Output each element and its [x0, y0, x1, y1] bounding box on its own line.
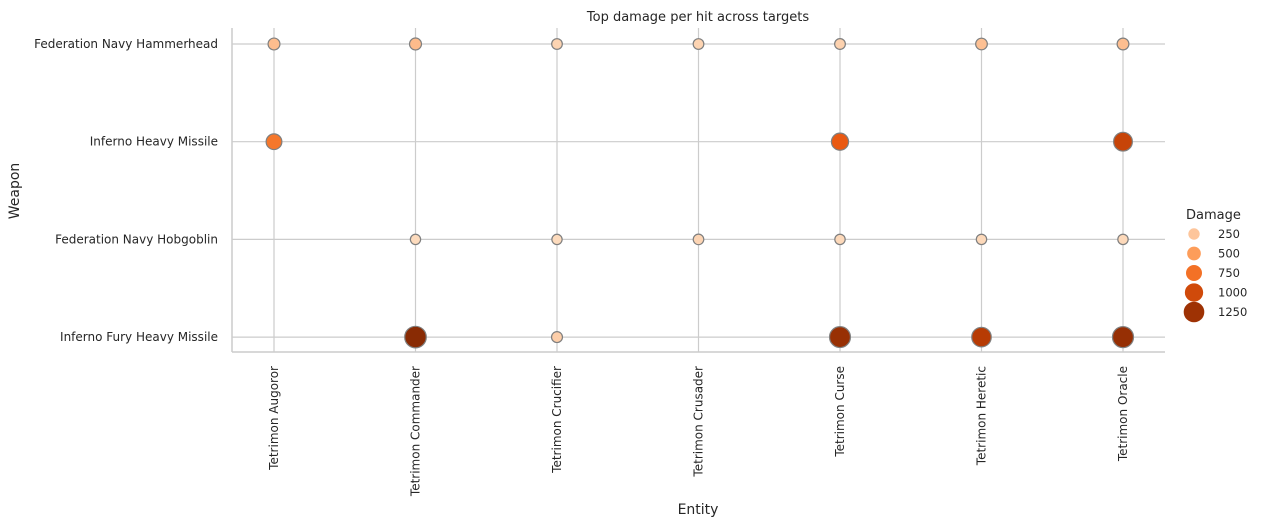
data-point: [1117, 233, 1129, 246]
data-point: [834, 38, 846, 50]
x-tick-label: Tetrimon Augoror: [267, 366, 281, 471]
data-point: [692, 38, 705, 50]
legend-label: 1000: [1218, 286, 1247, 300]
axes: [231, 28, 1165, 353]
x-axis-label: Entity: [678, 502, 719, 518]
data-point: [975, 37, 988, 51]
legend-marker: [1184, 283, 1204, 302]
data-point: [828, 326, 852, 349]
data-point: [409, 233, 422, 246]
data-point: [404, 325, 427, 349]
data-point: [1111, 326, 1135, 349]
data-point: [834, 233, 846, 246]
legend: Damage 250 500 750 1000 1250: [1183, 208, 1247, 323]
legend-label: 1250: [1218, 305, 1247, 319]
legend-marker: [1187, 246, 1201, 261]
legend-marker: [1186, 265, 1202, 281]
grid-lines: [232, 28, 1165, 352]
data-point: [1116, 37, 1130, 51]
y-tick-label: Inferno Fury Heavy Missile: [60, 330, 218, 344]
y-tick-label: Federation Navy Hobgoblin: [55, 232, 218, 246]
data-point: [975, 233, 988, 246]
chart-title: Top damage per hit across targets: [586, 10, 809, 25]
legend-label: 500: [1218, 247, 1240, 261]
data-point: [267, 37, 281, 51]
data-point: [1113, 131, 1133, 152]
data-point: [692, 233, 705, 246]
data-point: [551, 233, 563, 246]
legend-title: Damage: [1186, 208, 1241, 223]
data-point: [551, 38, 563, 50]
x-tick-label: Tetrimon Heretic: [975, 366, 989, 466]
y-tick-label: Inferno Heavy Missile: [90, 135, 218, 149]
data-point: [830, 132, 850, 151]
legend-items: 250 500 750 1000 1250: [1183, 227, 1247, 323]
x-tick-labels: Tetrimon Augoror Tetrimon Commander Tetrim…: [267, 366, 1130, 497]
data-point: [971, 326, 992, 348]
y-tick-label: Federation Navy Hammerhead: [34, 37, 218, 51]
legend-label: 750: [1218, 266, 1240, 280]
x-tick-label: Tetrimon Commander: [409, 366, 423, 497]
legend-marker: [1188, 228, 1200, 240]
legend-marker: [1183, 301, 1205, 323]
x-tick-label: Tetrimon Curse: [833, 366, 847, 458]
data-point: [550, 331, 564, 344]
data-point: [265, 133, 283, 151]
data-points: [265, 37, 1135, 349]
y-tick-labels: Federation Navy Hammerhead Inferno Heavy …: [34, 37, 218, 344]
x-tick-label: Tetrimon Oracle: [1116, 366, 1130, 462]
y-axis-label: Weapon: [7, 163, 23, 220]
data-point: [408, 37, 423, 51]
legend-label: 250: [1218, 227, 1240, 241]
x-tick-label: Tetrimon Crucifier: [550, 366, 564, 474]
x-tick-label: Tetrimon Crusader: [692, 366, 706, 478]
